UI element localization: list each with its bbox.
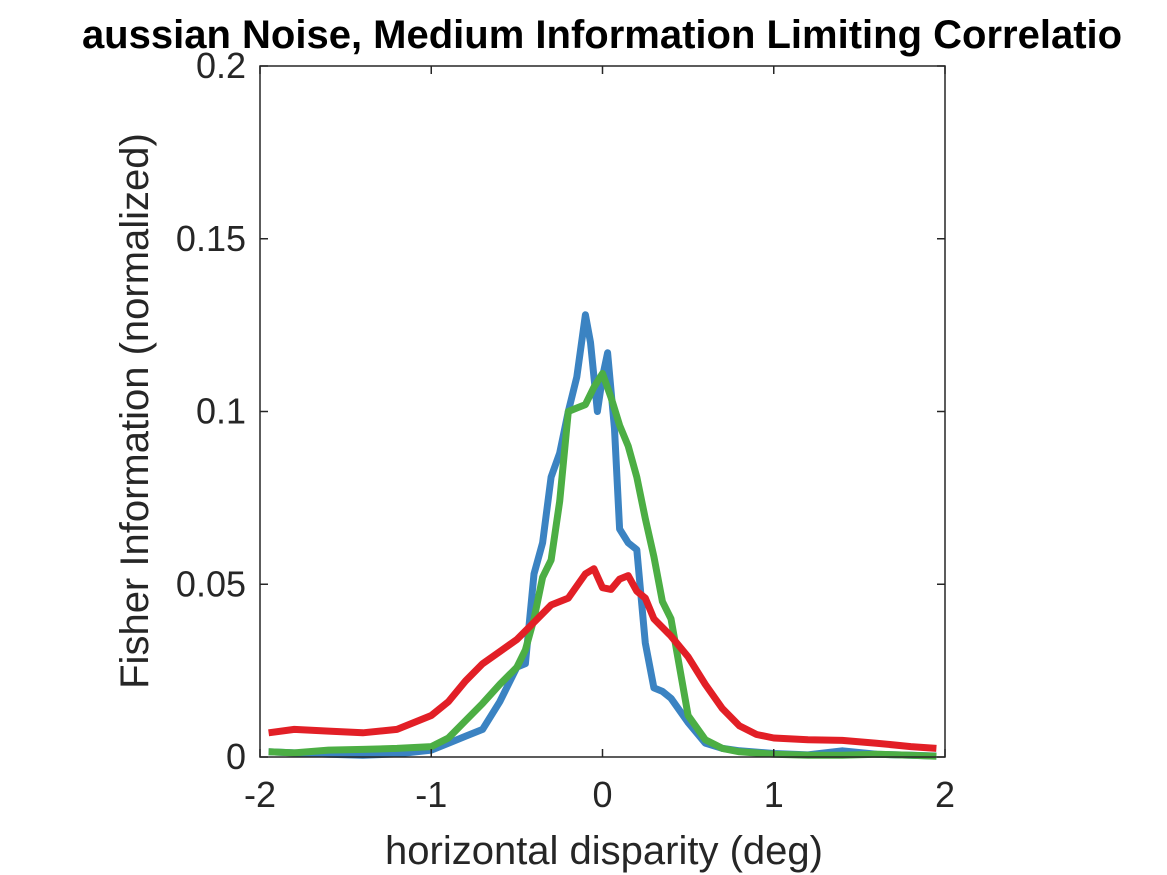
y-tick-label: 0.05 (176, 563, 246, 604)
chart-title: aussian Noise, Medium Information Limiti… (82, 13, 1122, 57)
series-layer (268, 311, 937, 760)
series-line-2 (268, 370, 937, 760)
series-line-3 (268, 565, 937, 752)
x-tick-label: 2 (935, 774, 955, 815)
y-tick-label: 0.15 (176, 218, 246, 259)
x-tick-label: 0 (592, 774, 612, 815)
x-axis-label: horizontal disparity (deg) (385, 829, 823, 873)
axis-ticks: -2 -1 0 1 2 0 0.05 0.1 0.15 0.2 (176, 45, 955, 815)
x-tick-label: 1 (764, 774, 784, 815)
plot-area-box (259, 65, 946, 758)
x-tick-label: -2 (244, 774, 276, 815)
y-axis-label: Fisher Information (normalized) (113, 133, 157, 689)
y-tick-label: 0.1 (196, 391, 246, 432)
y-tick-label: 0 (226, 736, 246, 777)
x-tick-label: -1 (415, 774, 447, 815)
y-tick-label: 0.2 (196, 45, 246, 86)
